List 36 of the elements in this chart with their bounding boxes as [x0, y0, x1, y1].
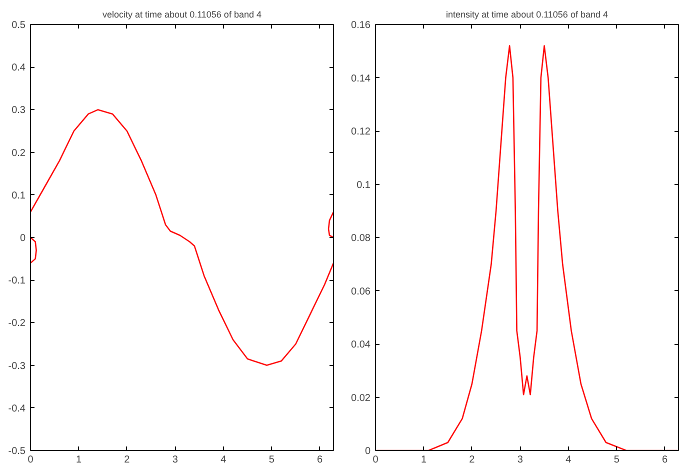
chart-title: velocity at time about 0.11056 of band 4 [102, 10, 262, 20]
y-tick-label: -0.1 [8, 276, 26, 287]
x-tick-label: 6 [662, 454, 668, 466]
x-tick-label: 0 [372, 454, 379, 466]
y-tick-label: 0.2 [12, 148, 26, 159]
y-tick-label: 0.16 [351, 20, 371, 31]
y-tick-label: -0.4 [8, 403, 26, 414]
y-tick-label: 0.5 [12, 20, 26, 31]
y-tick-label: -0.2 [8, 318, 26, 330]
x-tick-label: 3 [517, 454, 524, 466]
y-tick-label: -0.3 [8, 360, 26, 372]
x-tick-label: 1 [76, 454, 82, 466]
y-tick-label: 0.4 [12, 62, 26, 74]
x-tick-label: 4 [220, 454, 227, 466]
y-tick-label: 0.1 [12, 190, 26, 202]
x-tick-label: 3 [172, 454, 178, 466]
x-tick-label: 2 [124, 454, 130, 466]
y-tick-label: 0.04 [351, 340, 371, 350]
y-tick-label: -0.5 [8, 446, 26, 457]
x-tick-label: 5 [268, 454, 275, 466]
y-tick-label: 0 [364, 446, 371, 457]
chart-title: intensity at time about 0.11056 of band 4 [446, 10, 608, 20]
x-tick-label: 4 [566, 454, 572, 466]
x-tick-label: 6 [317, 454, 324, 466]
y-tick-label: 0.14 [351, 73, 371, 84]
y-tick-label: 0.06 [351, 286, 371, 298]
y-tick-label: 0.12 [351, 126, 371, 138]
y-tick-label: 0.08 [351, 233, 371, 244]
x-tick-label: 2 [469, 454, 476, 466]
y-tick-label: 0.1 [356, 180, 371, 191]
x-tick-label: 1 [420, 454, 427, 466]
x-tick-label: 0 [28, 454, 34, 466]
y-tick-label: 0 [20, 233, 26, 244]
y-tick-label: 0.3 [12, 105, 26, 116]
y-tick-label: 0.02 [351, 392, 371, 404]
x-tick-label: 5 [614, 454, 620, 466]
